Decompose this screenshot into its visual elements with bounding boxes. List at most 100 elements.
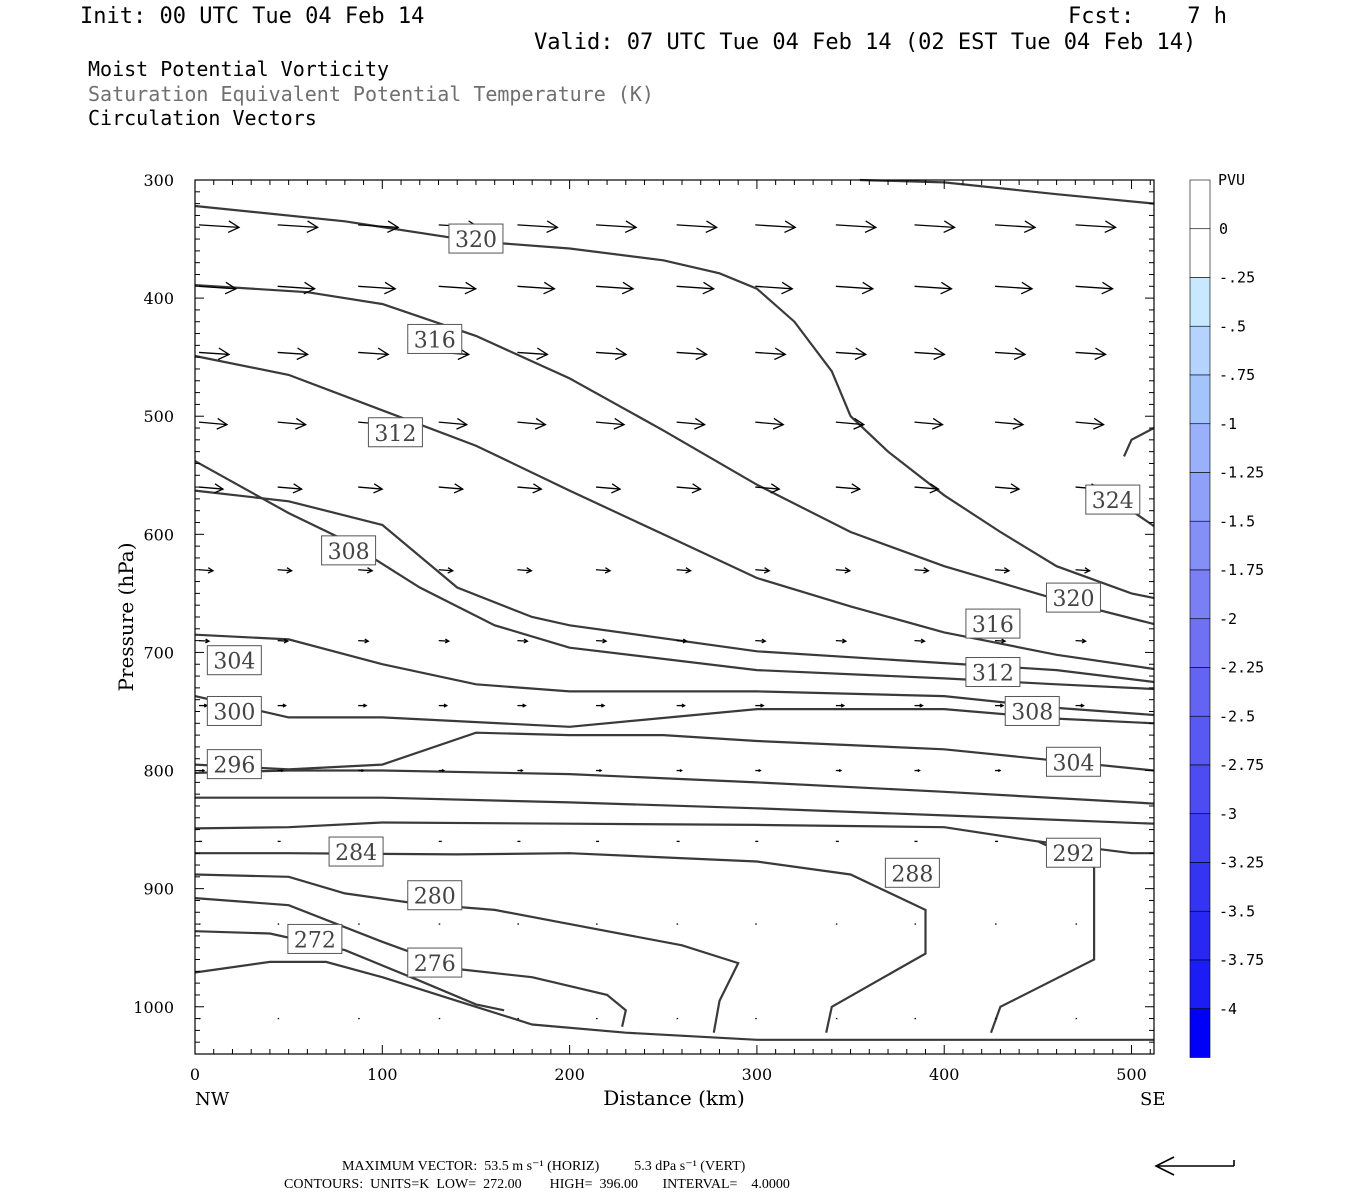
wind-vector (755, 220, 797, 234)
wind-vector (676, 769, 683, 773)
wind-vector (835, 483, 862, 494)
svg-text:296: 296 (213, 754, 255, 779)
forecast-hour: Fcst: 7 h (1068, 4, 1227, 29)
init-time: Init: 00 UTC Tue 04 Feb 14 (80, 4, 425, 29)
x-tick-label: 400 (929, 1065, 960, 1084)
colorbar-label: -2.75 (1219, 756, 1264, 774)
svg-text:308: 308 (328, 540, 370, 565)
wind-vector (198, 220, 241, 234)
svg-text:292: 292 (1052, 842, 1094, 867)
wind-vector (199, 703, 209, 708)
colorbar-label: -.25 (1219, 269, 1255, 287)
y-tick-label: 600 (143, 525, 174, 544)
wind-vector (914, 567, 930, 574)
colorbar-label: -3.5 (1219, 902, 1255, 920)
svg-text:300: 300 (213, 700, 255, 725)
wind-vector (438, 567, 455, 574)
y-tick-label: 1000 (133, 998, 174, 1017)
colorbar-label: -1 (1219, 415, 1237, 433)
svg-text:276: 276 (414, 952, 456, 977)
wind-vector (1075, 567, 1091, 574)
contour-label: 304 (1045, 746, 1101, 777)
colorbar-swatch (1189, 325, 1211, 376)
wind-vector (676, 347, 708, 361)
wind-vector (835, 769, 843, 773)
wind-vector (914, 347, 946, 361)
wind-vector (596, 703, 606, 708)
contour-label: 280 (407, 880, 463, 911)
wind-vector (914, 703, 924, 708)
wind-vector (755, 567, 771, 574)
wind-vector (517, 483, 543, 494)
wind-vector (755, 347, 787, 361)
contour-line (194, 821, 1096, 1034)
svg-text:304: 304 (213, 650, 255, 675)
colorbar-unit: PVU (1218, 171, 1245, 189)
colorbar-swatch (1189, 813, 1211, 863)
contour-label: 308 (1004, 695, 1060, 726)
svg-text:320: 320 (1052, 587, 1094, 612)
wind-vector (1075, 417, 1105, 430)
wind-vector (676, 638, 688, 644)
wind-vector (517, 567, 533, 574)
reference-vector-arrow (1154, 1156, 1235, 1176)
right-endpoint-label: SE (1140, 1089, 1165, 1110)
colorbar-label: -.75 (1219, 366, 1255, 384)
colorbar-swatch (1189, 374, 1211, 425)
svg-text:312: 312 (972, 662, 1014, 687)
wind-vector (198, 567, 215, 574)
wind-vector (596, 347, 628, 361)
contour-label: 308 (321, 535, 377, 566)
contour-label: 312 (965, 657, 1021, 688)
wind-vector (438, 281, 478, 295)
colorbar-label: -3.25 (1219, 854, 1264, 872)
colorbar-label: -3 (1219, 805, 1237, 823)
wind-vector (517, 347, 549, 361)
wind-vector (835, 703, 846, 708)
wind-vector (198, 483, 225, 494)
wind-vector (517, 703, 527, 708)
wind-vector (755, 703, 765, 708)
wind-vector (755, 417, 785, 430)
left-endpoint-label: NW (195, 1089, 230, 1110)
contour-label: 304 (206, 645, 262, 676)
wind-vector (596, 769, 603, 773)
contour-label: 276 (407, 947, 463, 978)
wind-vector (1075, 347, 1107, 361)
colorbar-label: -3.75 (1219, 951, 1264, 969)
contour-line (194, 354, 1155, 671)
wind-vector (358, 347, 390, 361)
svg-text:284: 284 (335, 841, 377, 866)
wind-vector (277, 567, 294, 574)
wind-vector (914, 220, 956, 234)
x-tick-label: 0 (190, 1065, 200, 1084)
contour-label: 296 (206, 749, 262, 780)
wind-vector (517, 417, 547, 430)
wind-vector (198, 417, 229, 430)
wind-vector (358, 281, 397, 295)
wind-vector (755, 281, 794, 295)
y-axis-title: Pressure (hPa) (114, 543, 138, 692)
valid-time: Valid: 07 UTC Tue 04 Feb 14 (02 EST Tue … (534, 30, 1197, 55)
wind-vector (438, 483, 465, 494)
wind-vector (914, 638, 926, 644)
wind-vector (676, 417, 706, 430)
colorbar-swatch (1189, 423, 1211, 473)
wind-vector (277, 220, 320, 234)
contour-line (195, 796, 1155, 825)
wind-vector (277, 281, 317, 295)
x-tick-label: 500 (1116, 1065, 1147, 1084)
wind-vector (596, 220, 638, 234)
colorbar-swatch (1189, 667, 1211, 717)
x-axis-title: Distance (km) (603, 1086, 745, 1110)
y-tick-label: 300 (143, 171, 174, 190)
wind-vector (438, 703, 449, 708)
wind-vector (914, 769, 921, 773)
svg-text:324: 324 (1092, 489, 1134, 514)
colorbar-swatch (1189, 764, 1211, 815)
wind-vector (995, 281, 1034, 295)
colorbar-label: -1.5 (1219, 512, 1255, 530)
wind-vector (277, 638, 290, 644)
svg-text:316: 316 (414, 328, 456, 353)
colorbar-label: -2.5 (1219, 707, 1255, 725)
